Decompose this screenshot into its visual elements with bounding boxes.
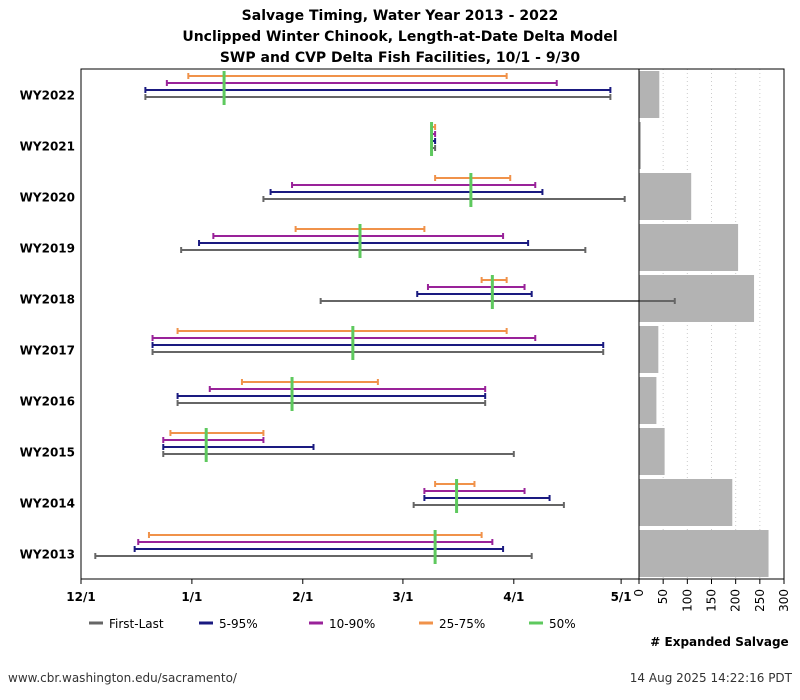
timing-panel-frame xyxy=(80,68,640,580)
y-label-WY2021: WY2021 xyxy=(20,140,75,154)
legend-label-p25_75: 25-75% xyxy=(439,617,485,631)
salvage-bar-WY2021 xyxy=(639,122,641,169)
salvage-tick-label-300: 300 xyxy=(777,589,791,612)
y-label-WY2013: WY2013 xyxy=(20,548,75,562)
legend-label-p10_90: 10-90% xyxy=(329,617,375,631)
salvage-bar-WY2019 xyxy=(639,224,739,271)
salvage-bar-WY2022 xyxy=(639,71,660,118)
salvage-tick-label-250: 250 xyxy=(753,589,767,612)
y-label-WY2022: WY2022 xyxy=(20,89,75,103)
legend-label-p50: 50% xyxy=(549,617,576,631)
salvage-bar-WY2013 xyxy=(639,530,769,577)
salvage-tick-label-50: 50 xyxy=(656,589,670,604)
salvage-bar-WY2018 xyxy=(639,275,755,322)
salvage-tick-label-0: 0 xyxy=(632,589,646,597)
y-label-WY2020: WY2020 xyxy=(20,191,75,205)
salvage-axis-label: # Expanded Salvage xyxy=(650,635,788,649)
y-label-WY2019: WY2019 xyxy=(20,242,75,256)
x-tick-label-3/1: 3/1 xyxy=(392,590,413,604)
salvage-bar-WY2015 xyxy=(639,428,665,475)
legend-label-first_last: First-Last xyxy=(109,617,164,631)
salvage-bar-WY2016 xyxy=(639,377,657,424)
x-tick-label-2/1: 2/1 xyxy=(292,590,313,604)
salvage-tick-label-150: 150 xyxy=(705,589,719,612)
x-tick-label-5/1: 5/1 xyxy=(611,590,632,604)
y-label-WY2014: WY2014 xyxy=(20,497,75,511)
x-tick-label-4/1: 4/1 xyxy=(503,590,524,604)
footer-url[interactable]: www.cbr.washington.edu/sacramento/ xyxy=(8,671,237,685)
x-tick-label-1/1: 1/1 xyxy=(181,590,202,604)
chart-title: Salvage Timing, Water Year 2013 - 2022 xyxy=(241,8,559,24)
salvage-bar-WY2014 xyxy=(639,479,733,526)
x-tick-label-12/1: 12/1 xyxy=(66,590,95,604)
chart-subtitle-2: SWP and CVP Delta Fish Facilities, 10/1 … xyxy=(219,50,581,66)
salvage-tick-label-100: 100 xyxy=(680,589,694,612)
y-label-WY2016: WY2016 xyxy=(20,395,75,409)
chart-subtitle-1: Unclipped Winter Chinook, Length-at-Date… xyxy=(182,29,618,45)
y-label-WY2017: WY2017 xyxy=(20,344,75,358)
salvage-bar-WY2017 xyxy=(639,326,659,373)
legend-label-p5_95: 5-95% xyxy=(219,617,258,631)
footer-timestamp: 14 Aug 2025 14:22:16 PDT xyxy=(629,671,792,685)
salvage-bar-WY2020 xyxy=(639,173,692,220)
y-label-WY2018: WY2018 xyxy=(20,293,75,307)
y-label-WY2015: WY2015 xyxy=(20,446,75,460)
salvage-tick-label-200: 200 xyxy=(729,589,743,612)
